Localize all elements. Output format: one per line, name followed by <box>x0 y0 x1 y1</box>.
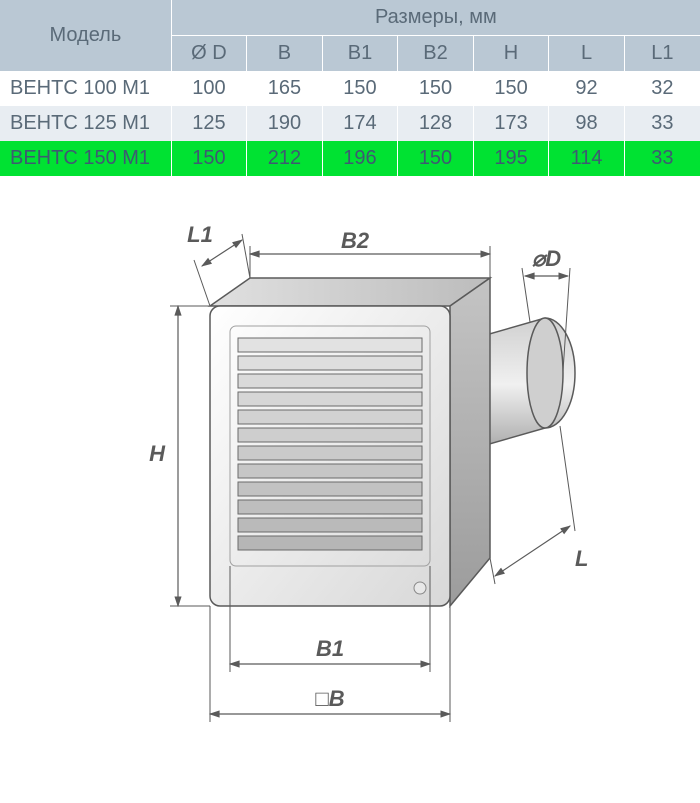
svg-text:H: H <box>149 441 166 466</box>
cell-value: 174 <box>322 106 398 141</box>
cell-value: 190 <box>247 106 323 141</box>
dim-l: L <box>490 426 588 584</box>
header-dimensions: Размеры, мм <box>171 0 700 36</box>
table-body: ВЕНТС 100 М11001651501501509232ВЕНТС 125… <box>0 71 700 176</box>
svg-text:B2: B2 <box>341 228 370 253</box>
cell-value: 150 <box>322 71 398 106</box>
cell-value: 98 <box>549 106 625 141</box>
cell-value: 125 <box>171 106 247 141</box>
product-diagram: B2 L1 ⌀D H <box>0 176 700 796</box>
col-l: L <box>549 36 625 72</box>
col-l1: L1 <box>624 36 700 72</box>
table-row: ВЕНТС 150 М115021219615019511433 <box>0 141 700 176</box>
cell-value: 128 <box>398 106 474 141</box>
col-d: Ø D <box>171 36 247 72</box>
cell-model: ВЕНТС 150 М1 <box>0 141 171 176</box>
cell-value: 173 <box>473 106 549 141</box>
svg-text:B1: B1 <box>316 636 344 661</box>
cell-value: 32 <box>624 71 700 106</box>
cell-value: 212 <box>247 141 323 176</box>
cell-value: 33 <box>624 141 700 176</box>
svg-text:⌀D: ⌀D <box>532 246 561 271</box>
cell-value: 150 <box>398 71 474 106</box>
svg-text:□B: □B <box>315 686 344 711</box>
col-b1: B1 <box>322 36 398 72</box>
cell-value: 150 <box>473 71 549 106</box>
svg-text:L1: L1 <box>187 222 213 247</box>
dimensions-table: Модель Размеры, мм Ø D B B1 B2 H L L1 ВЕ… <box>0 0 700 176</box>
header-model: Модель <box>0 0 171 71</box>
cell-value: 150 <box>171 141 247 176</box>
box-side <box>450 278 490 606</box>
cell-model: ВЕНТС 100 М1 <box>0 71 171 106</box>
dim-h: H <box>149 306 210 606</box>
svg-text:L: L <box>575 546 588 571</box>
box-top <box>210 278 490 306</box>
col-b2: B2 <box>398 36 474 72</box>
dim-b2: B2 <box>250 228 490 278</box>
cell-value: 33 <box>624 106 700 141</box>
cell-model: ВЕНТС 125 М1 <box>0 106 171 141</box>
cell-value: 195 <box>473 141 549 176</box>
cell-value: 100 <box>171 71 247 106</box>
cell-value: 196 <box>322 141 398 176</box>
table-row: ВЕНТС 100 М11001651501501509232 <box>0 71 700 106</box>
cell-value: 150 <box>398 141 474 176</box>
cell-value: 92 <box>549 71 625 106</box>
table-row: ВЕНТС 125 М11251901741281739833 <box>0 106 700 141</box>
indicator-dot <box>414 582 426 594</box>
col-h: H <box>473 36 549 72</box>
col-b: B <box>247 36 323 72</box>
cell-value: 165 <box>247 71 323 106</box>
cell-value: 114 <box>549 141 625 176</box>
